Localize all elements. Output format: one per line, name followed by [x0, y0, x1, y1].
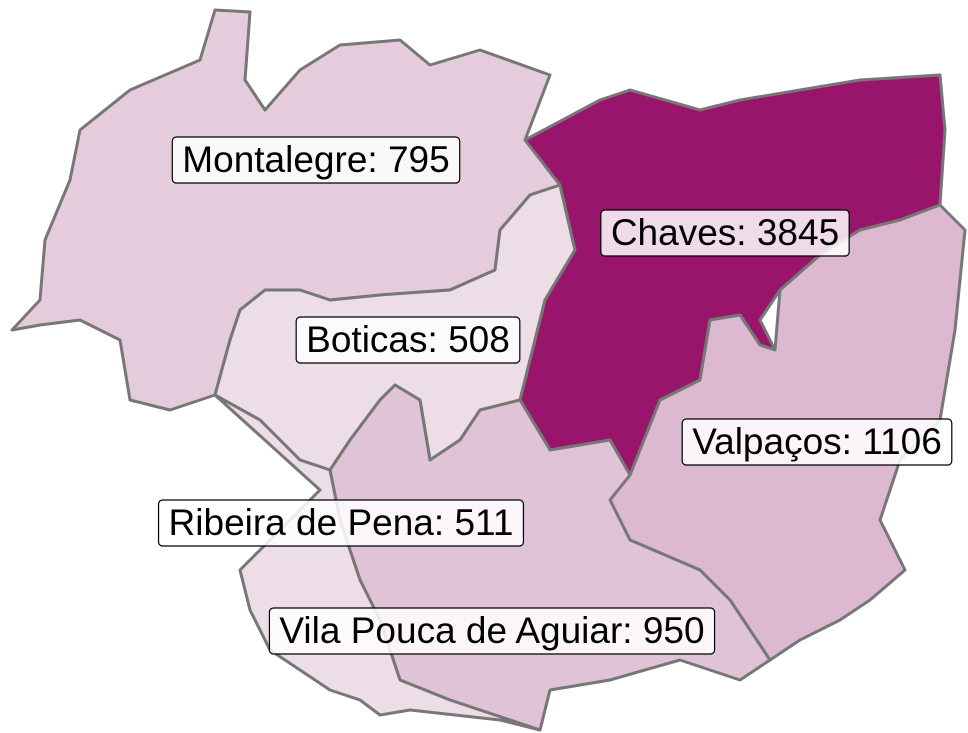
region-label: Vila Pouca de Aguiar: 950	[268, 607, 716, 655]
label-box	[295, 316, 521, 364]
label-box	[157, 499, 525, 547]
label-text: Vila Pouca de Aguiar: 950	[279, 610, 704, 651]
region-label: Valpaços: 1106	[681, 418, 953, 466]
label-text: Valpaços: 1106	[692, 421, 942, 462]
label-box	[268, 607, 716, 655]
label-box	[681, 418, 953, 466]
label-text: Chaves: 3845	[611, 212, 839, 253]
label-text: Montalegre: 795	[182, 139, 449, 180]
label-text: Boticas: 508	[306, 319, 510, 360]
label-box	[171, 136, 461, 184]
region-label: Chaves: 3845	[600, 209, 850, 257]
region-label: Ribeira de Pena: 511	[157, 499, 525, 547]
label-box	[600, 209, 850, 257]
labels: Montalegre: 795 Boticas: 508 Chaves: 3845 V…	[157, 136, 953, 655]
label-text: Ribeira de Pena: 511	[169, 502, 514, 543]
region-label: Boticas: 508	[295, 316, 521, 364]
region-label: Montalegre: 795	[171, 136, 461, 184]
